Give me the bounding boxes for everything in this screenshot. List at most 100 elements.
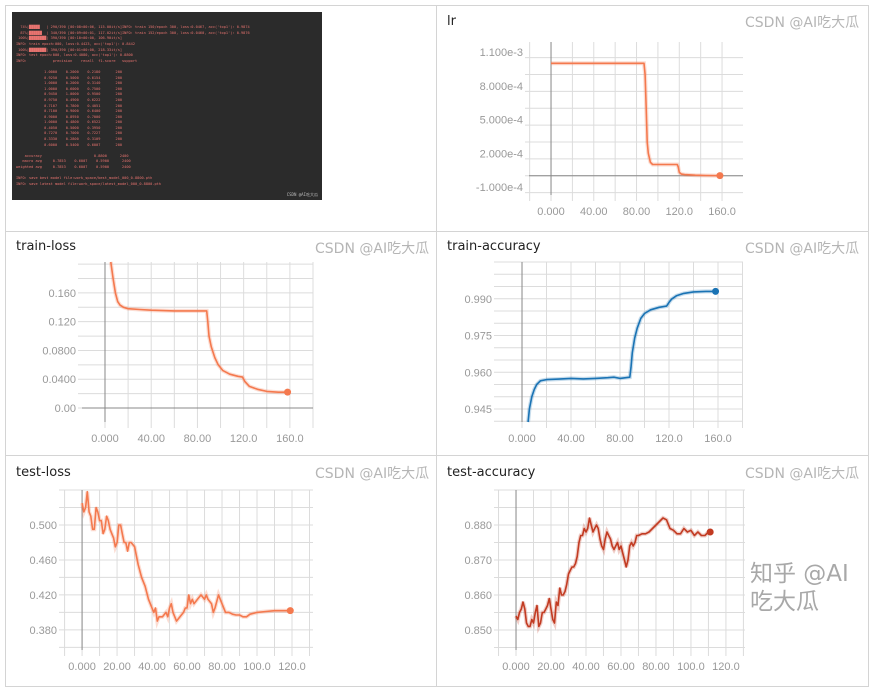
terminal-line: 0.6000 0.5400 0.6007 200 [16,142,123,147]
x-tick-label: 20.00 [537,661,565,673]
panel-lr [436,5,869,232]
x-tick-label: 20.00 [103,661,131,673]
y-tick-label: 0.860 [464,590,492,602]
x-tick-label: 0.000 [68,661,96,673]
chart-lr: 1.100e-3 8.000e-4 5.000e-4 2.000e-4 -1.000e-… [476,42,743,218]
y-tick-label: 0.880 [464,520,492,532]
panel-train-accuracy [436,231,869,456]
series-line-raw [108,261,288,395]
terminal-lines: 74%|█████ | 290/390 [00:08<00:06, 115.00… [16,25,318,187]
terminal-line: 1.0000 0.2000 0.3140 200 [16,81,123,86]
terminal-line: 87%|██████ | 340/390 [00:09<00:01, 117.0… [16,30,250,35]
terminal-line: 0.9000 0.8950 0.7000 200 [16,114,123,119]
chart-test-accuracy: 0.880 0.870 0.860 0.850 0.000 20.00 40.00 60.00… [464,489,745,673]
y-tick-label: 2.000e-4 [480,148,523,160]
watermark-zhihu: 知乎 @AI吃大瓜 [750,561,849,615]
x-tick-label: 120.0 [230,433,258,445]
series-line [527,290,716,423]
terminal-line: macro avg 0.7853 0.6007 0.5900 2400 [16,159,131,164]
watermark-lr: CSDN @AI吃大瓜 [745,15,860,31]
terminal-line: INFO: save latest model file:work_space/… [16,181,161,186]
y-tick-label: 0.850 [464,625,492,637]
x-tick-label: 40.00 [138,661,166,673]
chart-title-test-accuracy: test-accuracy [447,465,536,480]
terminal-line: weighted avg 0.7853 0.6007 0.5900 2400 [16,165,131,170]
x-tick-label: 120.0 [278,661,306,673]
terminal-line: 0.4050 0.5000 0.3950 200 [16,125,123,130]
y-tick-label: 0.120 [48,317,76,329]
x-tick-label: 80.00 [623,206,651,218]
terminal-line: INFO: precision recall f1-score support [16,58,138,63]
terminal-line: INFO: test epoch:000, loss:0.4080, acc('… [16,53,133,58]
x-tick-label: 40.00 [557,433,585,445]
terminal-line: 1.0000 0.2000 0.2180 200 [16,69,123,74]
series-end-point [284,388,292,396]
panel-test-accuracy [436,455,869,687]
terminal-line: 1.0000 0.6000 0.7500 200 [16,86,123,91]
y-tick-label: 0.945 [464,404,492,416]
chart-title-test-loss: test-loss [16,465,71,480]
chart-title-train-loss: train-loss [16,239,77,254]
y-tick-label: 8.000e-4 [480,81,523,93]
chart-test-loss: 0.500 0.460 0.420 0.380 0.000 20.00 40.00 60.00… [29,489,313,673]
x-tick-label: 160.0 [708,206,736,218]
watermark-test-accuracy: CSDN @AI吃大瓜 [745,466,860,482]
terminal-line: 100%|████████| 390/390 [00:01<00:00, 218… [16,47,123,52]
x-tick-label: 80.00 [184,433,212,445]
y-tick-label: 0.380 [29,625,57,637]
chart-title-lr: lr [447,14,456,29]
y-tick-label: 0.960 [464,367,492,379]
terminal-line: accuracy 0.8800 2400 [16,153,129,158]
x-tick-label: 60.00 [607,661,635,673]
x-tick-label: 120.0 [712,661,740,673]
y-tick-label: 0.420 [29,590,57,602]
x-tick-label: 0.000 [537,206,565,218]
terminal-line: 0.9250 0.5000 0.6154 200 [16,75,123,80]
y-tick-label: 0.0800 [42,345,76,357]
terminal-line: 0.7100 0.9000 0.6400 200 [16,109,123,114]
chart-train-accuracy: 0.990 0.975 0.960 0.945 0.000 40.00 80.00 120.0… [464,261,744,445]
x-tick-label: 80.00 [642,661,670,673]
series-end-point [286,607,294,615]
watermark-test-loss: CSDN @AI吃大瓜 [315,466,430,482]
terminal-line: INFO: train epoch:000, loss:0.4423, acc(… [16,41,135,46]
series-line [551,62,720,177]
y-tick-label: 0.0400 [42,374,76,386]
terminal-line: 1.0000 0.4800 0.6522 200 [16,120,123,125]
chart-train-loss: 0.160 0.120 0.0800 0.0400 0.00 0.000 40.00 80.0… [42,261,314,445]
terminal-line: 0.3330 0.2800 0.3109 200 [16,137,123,142]
terminal-line: 74%|█████ | 290/390 [00:08<00:06, 115.00… [16,25,250,30]
y-tick-label: 0.460 [29,555,57,567]
x-tick-label: 80.00 [208,661,236,673]
series-end-point [706,528,714,536]
x-tick-label: 160.0 [704,433,732,445]
terminal-watermark: CSDN @AI吃大瓜 [286,192,318,198]
x-tick-label: 40.00 [137,433,165,445]
y-tick-label: 0.975 [464,331,492,343]
series-line-raw [80,491,291,629]
x-tick-label: 0.000 [508,433,536,445]
x-tick-label: 120.0 [655,433,683,445]
terminal-line: INFO: save best model file:work_space/be… [16,176,153,181]
x-tick-label: 80.00 [606,433,634,445]
y-tick-label: 1.100e-3 [480,47,523,59]
terminal-line: 0.9450 1.0000 0.9500 200 [16,92,123,97]
x-tick-label: 100.0 [677,661,705,673]
terminal-line: 0.7107 0.7800 0.4051 200 [16,103,123,108]
y-tick-label: 0.500 [29,520,57,532]
x-tick-label: 40.00 [572,661,600,673]
y-tick-label: 0.160 [48,288,76,300]
y-tick-label: 0.00 [55,403,76,415]
y-tick-label: -1.000e-4 [476,182,523,194]
series-end-point [712,287,720,295]
x-tick-label: 60.00 [173,661,201,673]
watermark-train-loss: CSDN @AI吃大瓜 [315,241,430,257]
terminal-line: 100%|████████| 390/390 [00:10<00:00, 106… [16,36,123,41]
terminal-output: 74%|█████ | 290/390 [00:08<00:06, 115.00… [12,12,322,200]
y-tick-label: 0.990 [464,294,492,306]
terminal-line: 0.9750 0.4900 0.6222 200 [16,97,123,102]
x-tick-label: 0.000 [502,661,530,673]
panel-test-loss [5,455,437,687]
x-tick-label: 100.0 [243,661,271,673]
